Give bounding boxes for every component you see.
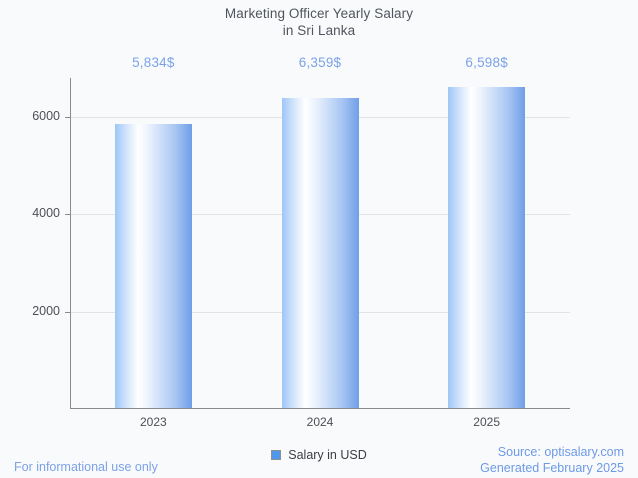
bar-2024[interactable] [281,98,359,408]
legend-item-label: Salary in USD [288,448,367,462]
y-axis-tick-label-4000: 4000 [32,206,60,221]
x-axis-tick-label-2023: 2023 [139,415,167,429]
chart-title-line-2: in Sri Lanka [282,23,356,38]
x-axis-tick-label-2024: 2024 [306,415,334,429]
y-axis-tick-4000 [65,214,70,216]
footer-disclaimer: For informational use only [14,460,158,474]
plot-area: 2000 4000 6000 [32,78,570,409]
bar-2025[interactable] [448,86,526,408]
y-axis-tick-2000 [65,311,70,313]
y-axis-tick-label-6000: 6000 [32,108,60,123]
bar-2023[interactable] [114,124,192,408]
chart-title-line-1: Marketing Officer Yearly Salary [224,6,414,21]
y-axis-tick-6000 [65,116,70,118]
chart-title: Marketing Officer Yearly Salary in Sri L… [0,5,638,39]
bar-value-label-2023: 5,834$ [132,55,175,70]
footer-source-block: Source: optisalary.com Generated Februar… [480,445,624,476]
bar-value-label-2025: 6,598$ [465,55,508,70]
legend-item-salary-in-usd[interactable]: Salary in USD [271,448,367,462]
x-axis-line [70,408,570,409]
chart-legend: Salary in USD [0,448,638,462]
legend-square-icon [271,450,282,460]
bar-value-label-2024: 6,359$ [298,55,342,70]
x-axis-tick-label-2025: 2025 [473,415,500,429]
footer-source: Source: optisalary.com [497,445,624,459]
y-axis-tick-label-2000: 2000 [32,303,60,318]
footer-generated-date: Generated February 2025 [480,460,624,475]
y-axis-line [70,78,71,409]
